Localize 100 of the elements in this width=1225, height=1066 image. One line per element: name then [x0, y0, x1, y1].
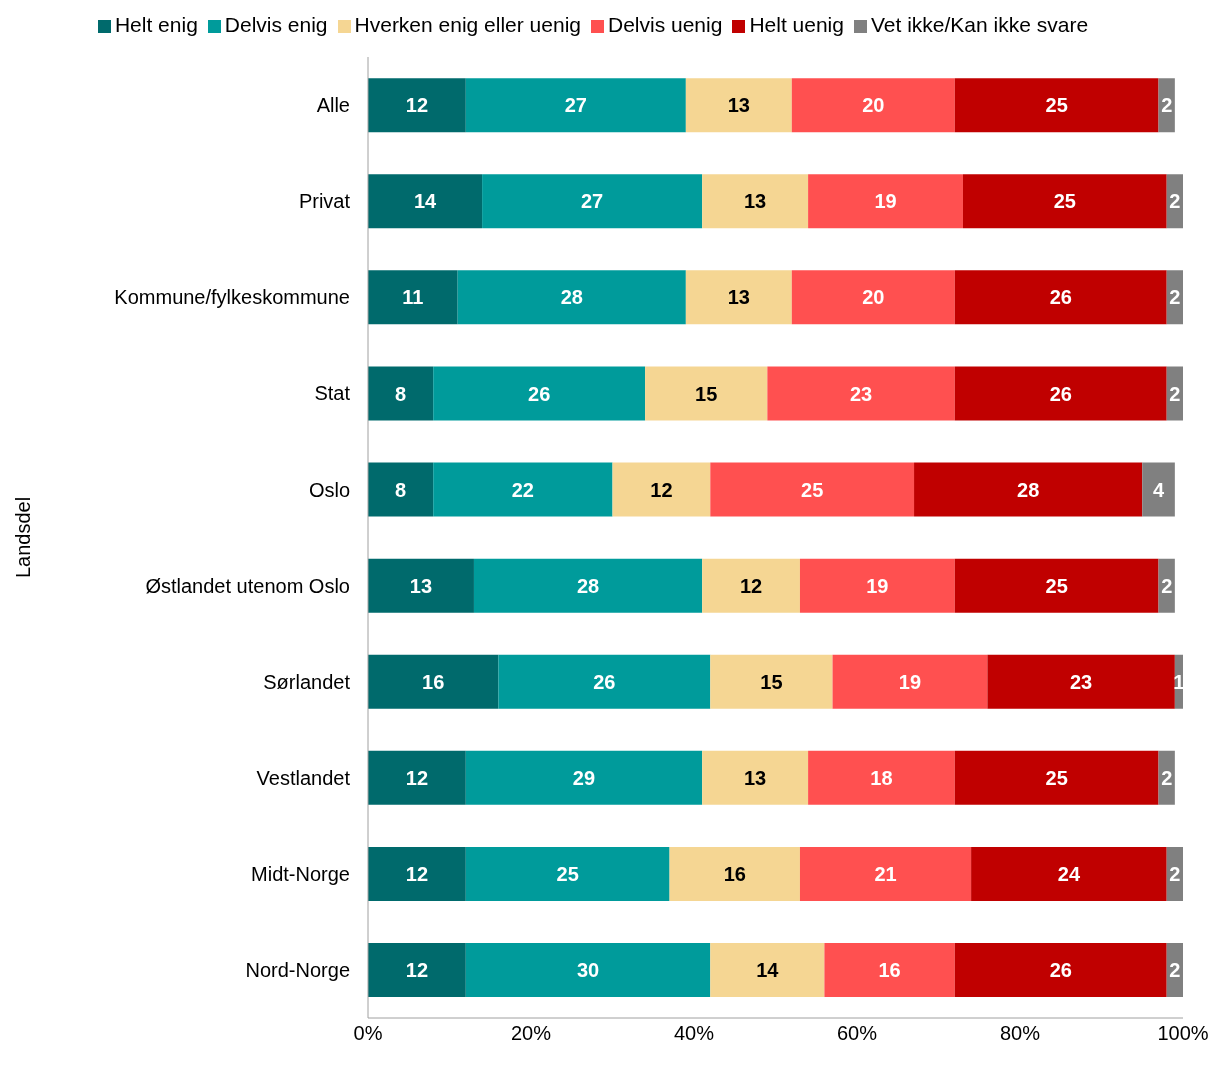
data-label: 26 [593, 670, 616, 693]
bar [482, 174, 703, 229]
bar [669, 846, 800, 901]
data-label: 2 [1169, 382, 1181, 405]
bar [710, 462, 915, 517]
bar [954, 270, 1167, 325]
data-label: 8 [395, 478, 407, 501]
data-label: 12 [405, 94, 429, 117]
bar [465, 943, 711, 998]
data-label: 13 [744, 190, 767, 213]
data-label: 26 [1049, 286, 1072, 309]
bar [954, 78, 1159, 133]
data-label: 18 [870, 766, 893, 789]
data-label: 20 [862, 94, 885, 117]
bar [710, 943, 825, 998]
bar [465, 846, 670, 901]
data-label: 23 [849, 382, 873, 405]
x-tick-label: 0% [353, 1022, 383, 1045]
y-axis-title: Landsdel [12, 496, 35, 579]
data-label: 11 [402, 286, 424, 309]
bar [954, 366, 1167, 421]
data-label: 20 [862, 286, 885, 309]
data-label: 22 [511, 478, 534, 501]
data-label: 29 [572, 766, 596, 789]
bar [799, 558, 955, 613]
data-label: 12 [650, 478, 673, 501]
bar [433, 462, 613, 517]
data-label: 25 [1045, 574, 1068, 597]
bar [791, 78, 955, 133]
bar [954, 558, 1159, 613]
legend-label: Helt uenig [749, 13, 844, 36]
bar [799, 846, 972, 901]
data-label: 13 [744, 766, 767, 789]
bar [433, 366, 646, 421]
data-label: 2 [1169, 286, 1181, 309]
x-tick-label: 60% [836, 1022, 878, 1045]
bar [954, 750, 1159, 805]
x-tick-label: 100% [1157, 1022, 1209, 1045]
bar [808, 174, 963, 229]
data-label: 14 [413, 190, 438, 213]
data-label: 19 [898, 670, 922, 693]
bar [498, 654, 711, 709]
bar [702, 750, 809, 805]
bar [954, 943, 1167, 998]
data-label: 28 [560, 286, 583, 309]
x-tick-label: 80% [999, 1022, 1041, 1045]
data-label: 2 [1161, 766, 1173, 789]
legend-label: Vet ikke/Kan ikke svare [870, 13, 1089, 36]
bar [368, 558, 474, 613]
data-label: 2 [1169, 959, 1181, 982]
y-tick-label: Midt-Norge [251, 862, 350, 885]
bar [702, 558, 800, 613]
bar [473, 558, 703, 613]
bar [368, 846, 466, 901]
data-label: 25 [1045, 766, 1068, 789]
data-label: 13 [409, 574, 433, 597]
data-label: 2 [1169, 863, 1181, 886]
data-label: 16 [422, 670, 445, 693]
data-label: 14 [756, 959, 780, 982]
y-tick-label: Sørlandet [263, 670, 351, 693]
data-label: 13 [727, 286, 750, 309]
bar [465, 750, 703, 805]
bar [685, 78, 792, 133]
y-tick-label: Østlandet utenom Oslo [145, 574, 350, 597]
data-label: 26 [528, 382, 551, 405]
bar [824, 943, 955, 998]
x-tick-label: 20% [510, 1022, 552, 1045]
data-label: 23 [1070, 670, 1093, 693]
legend-label: Delvis enig [224, 13, 328, 36]
bar [702, 174, 809, 229]
bar [368, 462, 434, 517]
data-label: 30 [576, 959, 600, 982]
y-tick-label: Kommune/fylkeskommune [114, 286, 350, 309]
data-label: 24 [1057, 863, 1081, 886]
bar [368, 78, 466, 133]
bar [962, 174, 1167, 229]
data-label: 19 [866, 574, 889, 597]
data-label: 21 [874, 863, 897, 886]
bar [645, 366, 768, 421]
data-label: 12 [405, 959, 429, 982]
bar [368, 943, 466, 998]
data-label: 16 [723, 863, 746, 886]
data-label: 28 [576, 574, 600, 597]
bar [1142, 462, 1175, 517]
bar [832, 654, 988, 709]
bar [368, 270, 458, 325]
y-tick-label: Vestlandet [256, 766, 351, 789]
bar [368, 366, 434, 421]
bar [971, 846, 1167, 901]
bar [808, 750, 955, 805]
data-label: 25 [1045, 94, 1068, 117]
data-label: 16 [878, 959, 901, 982]
bar [457, 270, 686, 325]
bar [914, 462, 1143, 517]
bar [685, 270, 792, 325]
bar [368, 654, 499, 709]
data-label: 25 [801, 478, 824, 501]
data-label: 27 [564, 94, 587, 117]
data-label: 2 [1161, 94, 1173, 117]
data-label: 12 [405, 766, 429, 789]
